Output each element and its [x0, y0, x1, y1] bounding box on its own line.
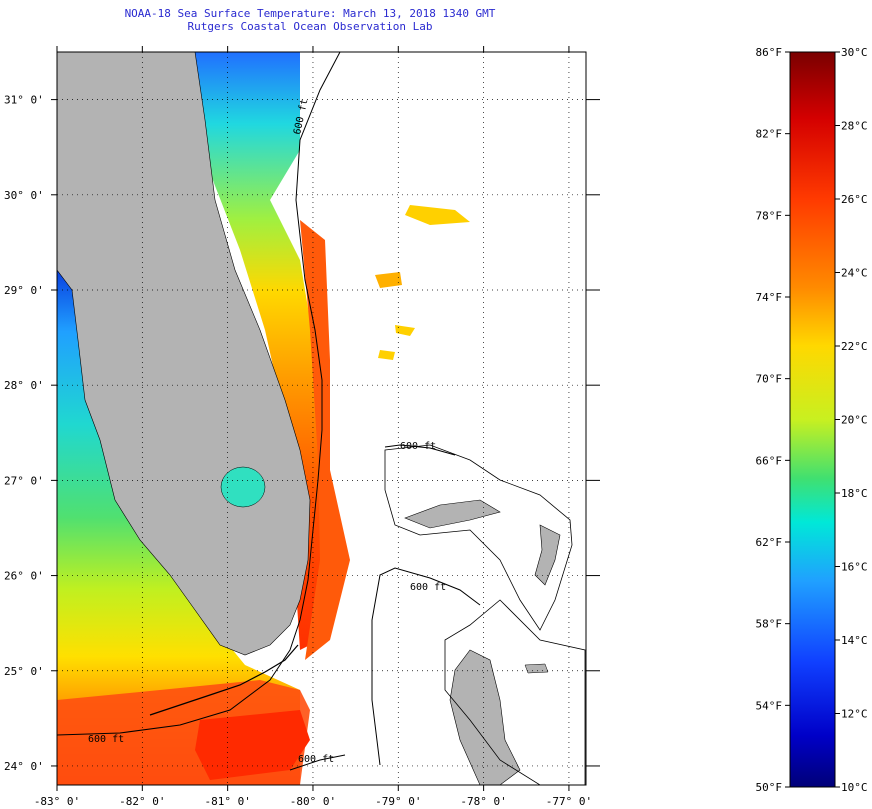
- colorbar-f-label: 62°F: [756, 536, 783, 549]
- new-providence-island: [524, 663, 549, 674]
- colorbar-f-label: 58°F: [756, 618, 783, 631]
- colorbar: [789, 51, 836, 788]
- colorbar-f-label: 78°F: [756, 209, 783, 222]
- lon-tick-label: -79° 0': [375, 795, 421, 808]
- lon-tick-label: -80° 0': [290, 795, 336, 808]
- colorbar-c-label: 18°C: [841, 487, 868, 500]
- contour-label: 600 ft: [410, 582, 446, 593]
- colorbar-f-label: 54°F: [756, 699, 783, 712]
- lat-tick-label: 30° 0': [4, 189, 44, 202]
- little-bahama-bank-outline: [384, 444, 573, 631]
- contour-label: 600 ft: [400, 441, 436, 452]
- lat-tick-label: 25° 0': [4, 665, 44, 678]
- colorbar-c-label: 22°C: [841, 340, 868, 353]
- lake-okeechobee: [220, 466, 266, 508]
- colorbar-c-label: 10°C: [841, 781, 868, 794]
- lon-tick-label: -83° 0': [34, 795, 80, 808]
- lon-tick-label: -82° 0': [119, 795, 165, 808]
- grand-bahama-island: [404, 499, 501, 529]
- colorbar-labels: 86°F 82°F 78°F 74°F 70°F 66°F 62°F 58°F 54°F 50°F…: [756, 46, 868, 794]
- contour-label: 600 ft: [88, 734, 124, 745]
- lon-tick-label: -81° 0': [204, 795, 250, 808]
- colorbar-c-label: 16°C: [841, 561, 868, 574]
- lat-tick-label: 27° 0': [4, 474, 44, 487]
- colorbar-c-label: 24°C: [841, 267, 868, 280]
- colorbar-c-label: 28°C: [841, 120, 868, 133]
- colorbar-f-label: 50°F: [756, 781, 783, 794]
- colorbar-c-label: 12°C: [841, 708, 868, 721]
- abaco-islands: [534, 524, 561, 586]
- bathymetry-contours: [56, 51, 481, 771]
- colorbar-c-label: 30°C: [841, 46, 868, 59]
- lat-tick-label: 26° 0': [4, 570, 44, 583]
- lat-tick-label: 29° 0': [4, 284, 44, 297]
- florida-keys: [149, 644, 299, 716]
- lon-tick-label: -78° 0': [460, 795, 506, 808]
- lon-tick-label: -77° 0': [546, 795, 592, 808]
- plot-frame: [56, 51, 587, 786]
- colorbar-f-label: 82°F: [756, 128, 783, 141]
- colorbar-f-label: 86°F: [756, 46, 783, 59]
- lat-tick-label: 31° 0': [4, 94, 44, 107]
- colorbar-f-label: 66°F: [756, 454, 783, 467]
- colorbar-c-label: 14°C: [841, 634, 868, 647]
- lat-tick-label: 28° 0': [4, 379, 44, 392]
- colorbar-f-label: 70°F: [756, 373, 783, 386]
- axis-ticks: -83° 0' -82° 0' -81° 0' -80° 0' -79° 0' -78° …: [4, 46, 600, 808]
- colorbar-f-label: 74°F: [756, 291, 783, 304]
- lat-tick-label: 24° 0': [4, 760, 44, 773]
- colorbar-c-label: 26°C: [841, 193, 868, 206]
- colorbar-c-label: 20°C: [841, 414, 868, 427]
- map-subtitle: Rutgers Coastal Ocean Observation Lab: [187, 20, 433, 33]
- map-title: NOAA-18 Sea Surface Temperature: March 1…: [124, 7, 496, 20]
- contour-label: 600 ft: [298, 754, 334, 765]
